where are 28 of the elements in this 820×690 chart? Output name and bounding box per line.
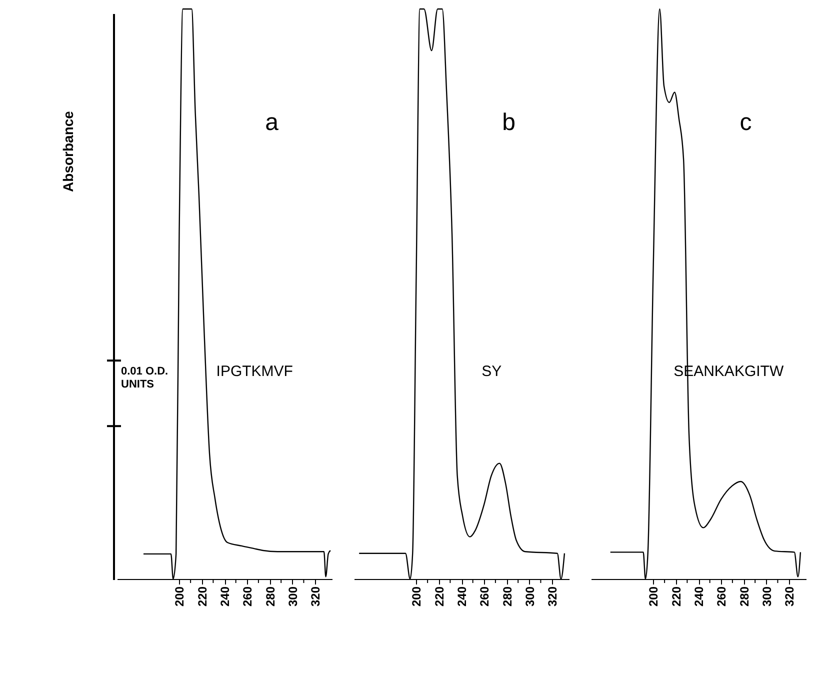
x-tick-label: 300: [522, 586, 537, 607]
annotation: IPGTKMVF: [216, 362, 293, 380]
x-tick-label: 220: [195, 586, 210, 607]
x-tick-label: 280: [500, 586, 514, 607]
x-tick-label: 260: [714, 586, 729, 607]
x-tick-label: 300: [286, 586, 300, 607]
x-tick-label: 320: [782, 586, 797, 607]
x-tick-label: 220: [669, 586, 684, 607]
x-tick-label: 280: [737, 586, 752, 607]
x-tick-label: 260: [240, 586, 255, 607]
x-tick-label: 320: [546, 586, 560, 607]
text: c: [740, 109, 752, 136]
x-tick-label: 200: [646, 586, 661, 607]
x-tick-label: 240: [218, 586, 232, 607]
text: a: [265, 109, 280, 136]
x-tick-label: 260: [478, 586, 492, 607]
annotation: 0.01 O.D. UNITS: [121, 365, 168, 390]
y-axis-title: Absorbance: [60, 110, 76, 192]
x-tick-label: 300: [760, 586, 774, 607]
x-tick-label: 280: [263, 586, 278, 607]
x-tick-label: 240: [692, 586, 706, 607]
x-tick-label: 320: [308, 586, 323, 607]
x-tick-label: 240: [455, 586, 469, 607]
annotation: SY: [482, 362, 502, 380]
x-tick-label: 200: [172, 586, 187, 607]
x-tick-label: 220: [432, 586, 446, 607]
text: b: [502, 109, 516, 136]
x-tick-label: 200: [410, 586, 424, 607]
